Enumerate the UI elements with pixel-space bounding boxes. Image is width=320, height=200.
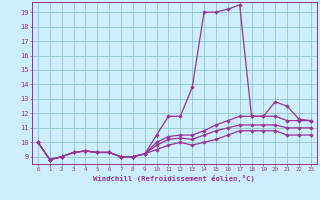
X-axis label: Windchill (Refroidissement éolien,°C): Windchill (Refroidissement éolien,°C) xyxy=(93,175,255,182)
